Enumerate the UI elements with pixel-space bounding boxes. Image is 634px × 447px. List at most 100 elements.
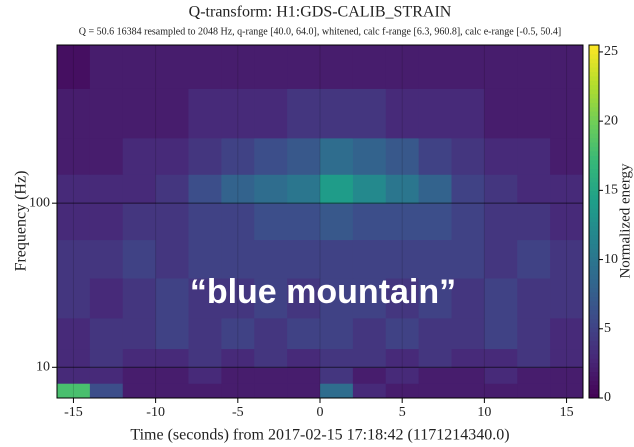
heatmap-cell [385, 278, 420, 319]
heatmap-cell [320, 203, 354, 241]
heatmap-cell [320, 278, 354, 319]
colorbar-slice [589, 327, 599, 333]
heatmap-cell [122, 203, 157, 241]
axes: -15 -10 -5 0 5 10 15 10 100 0 5 10 15 20 25 [29, 44, 618, 420]
colorbar-slice [589, 186, 599, 192]
colorbar-tick-label: 15 [604, 183, 618, 198]
heatmap-cell [418, 278, 452, 319]
heatmap-cell [320, 137, 354, 175]
colorbar-slice [589, 278, 599, 284]
heatmap-cell [451, 348, 485, 368]
colorbar-slice [589, 172, 599, 178]
heatmap-cell [155, 88, 189, 139]
heatmap-cell [221, 88, 255, 139]
heatmap-cell [254, 137, 288, 175]
heatmap-cell [89, 348, 124, 368]
x-tick-label: -10 [146, 405, 165, 420]
heatmap-cell [320, 239, 354, 279]
colorbar-tick-label: 10 [604, 252, 618, 267]
colorbar-slice [589, 133, 599, 139]
heatmap-cell [385, 45, 420, 89]
heatmap-cell [254, 239, 288, 279]
heatmap-cell [188, 137, 222, 175]
annotation: “blue mountain” [190, 273, 456, 311]
colorbar-slice [589, 340, 599, 346]
heatmap-cell [57, 174, 91, 204]
heatmap-cell [385, 137, 420, 175]
heatmap-cell [517, 45, 551, 89]
heatmap-cell [484, 174, 518, 204]
colorbar-slice [589, 128, 599, 134]
colorbar-slice [589, 62, 599, 68]
heatmap [57, 45, 584, 399]
colorbar-slice [589, 336, 599, 342]
colorbar-slice [589, 93, 599, 99]
colorbar-tick-label: 5 [604, 321, 611, 336]
heatmap-cell [550, 367, 584, 384]
heatmap-cell [385, 239, 420, 279]
heatmap-cell [484, 317, 518, 350]
heatmap-cell [287, 137, 321, 175]
colorbar-slice [589, 168, 599, 174]
heatmap-cell [385, 367, 420, 384]
heatmap-cell [254, 45, 288, 89]
colorbar-slice [589, 309, 599, 315]
colorbar-slice [589, 164, 599, 170]
colorbar-slice [589, 243, 599, 249]
heatmap-cell [287, 203, 321, 241]
colorbar-slice [589, 80, 599, 86]
colorbar-tick-label: 25 [604, 44, 618, 59]
heatmap-cell [385, 88, 420, 139]
heatmap-cell [320, 383, 354, 399]
heatmap-cell [320, 348, 354, 368]
heatmap-cell [451, 239, 485, 279]
colorbar-slice [589, 89, 599, 95]
colorbar-tick-label: 20 [604, 113, 618, 128]
heatmap-cell [352, 348, 387, 368]
colorbar-slice [589, 58, 599, 64]
heatmap-cell [57, 137, 91, 175]
heatmap-cell [155, 239, 189, 279]
heatmap-cell [287, 88, 321, 139]
colorbar-slice [589, 177, 599, 183]
heatmap-cell [550, 383, 584, 399]
colorbar-slice [589, 150, 599, 156]
heatmap-cell [155, 367, 189, 384]
colorbar-slice [589, 349, 599, 355]
heatmap-cell [89, 174, 124, 204]
heatmap-cell [451, 278, 485, 319]
heatmap-cell [89, 367, 124, 384]
heatmap-cell [287, 317, 321, 350]
heatmap-cell [517, 383, 551, 399]
colorbar-slice [589, 247, 599, 253]
heatmap-cell [155, 383, 189, 399]
heatmap-cell [188, 367, 222, 384]
colorbar-slice [589, 203, 599, 209]
colorbar-slice [589, 120, 599, 125]
heatmap-cell [57, 348, 91, 368]
heatmap-cell [221, 367, 255, 384]
heatmap-cell [89, 88, 124, 139]
heatmap-cell [352, 45, 387, 89]
heatmap-cell [320, 45, 354, 89]
colorbar-label: Normalized energy [617, 163, 633, 279]
heatmap-cell [352, 239, 387, 279]
colorbar-slice [589, 296, 599, 302]
heatmap-cell [89, 239, 124, 279]
colorbar-slice [589, 256, 599, 262]
colorbar-slice [589, 225, 599, 231]
heatmap-cell [484, 203, 518, 241]
colorbar-slice [589, 234, 599, 240]
heatmap-cell [418, 348, 452, 368]
heatmap-cell [418, 174, 452, 204]
heatmap-cell [550, 203, 584, 241]
heatmap-cell [122, 348, 157, 368]
heatmap-cell [550, 278, 584, 319]
heatmap-cell [188, 203, 222, 241]
heatmap-cell [418, 317, 452, 350]
heatmap-cell [287, 348, 321, 368]
x-tick-label: 0 [317, 405, 324, 420]
heatmap-cell [517, 317, 551, 350]
heatmap-cell [320, 367, 354, 384]
heatmap-cell [57, 88, 91, 139]
